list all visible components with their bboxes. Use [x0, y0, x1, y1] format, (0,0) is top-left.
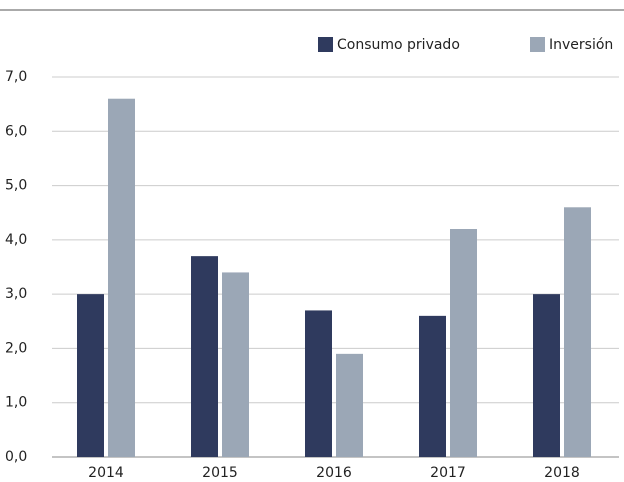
- y-tick-label: 3,0: [5, 286, 27, 302]
- bar: [305, 310, 332, 457]
- x-tick-label: 2017: [430, 465, 466, 481]
- x-tick-label: 2015: [202, 465, 238, 481]
- x-tick-label: 2018: [544, 465, 580, 481]
- y-tick-label: 0,0: [5, 449, 27, 465]
- legend-label: Inversión: [549, 37, 613, 53]
- y-tick-label: 1,0: [5, 395, 27, 411]
- legend-swatch: [318, 37, 333, 52]
- y-tick-label: 6,0: [5, 123, 27, 139]
- y-tick-label: 2,0: [5, 340, 27, 356]
- bar: [450, 229, 477, 457]
- y-tick-label: 5,0: [5, 178, 27, 194]
- bar: [108, 98, 135, 457]
- bar: [77, 294, 104, 457]
- bar: [419, 315, 446, 457]
- bar: [336, 353, 363, 457]
- bar: [533, 294, 560, 457]
- x-tick-label: 2016: [316, 465, 352, 481]
- bar: [564, 207, 591, 457]
- bar: [191, 256, 218, 457]
- legend-label: Consumo privado: [337, 37, 460, 53]
- x-tick-label: 2014: [88, 465, 124, 481]
- y-tick-label: 4,0: [5, 232, 27, 248]
- bar: [222, 272, 249, 457]
- legend-swatch: [530, 37, 545, 52]
- y-tick-label: 7,0: [5, 69, 27, 85]
